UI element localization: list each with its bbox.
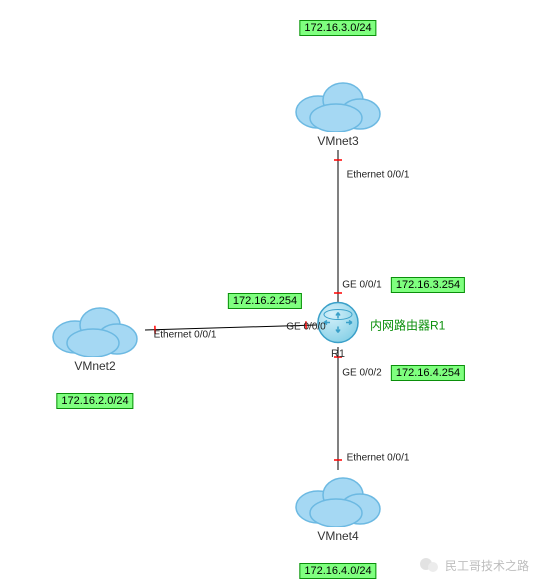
port-label: Ethernet 0/0/1 (347, 453, 410, 464)
node-label: VMnet2 (45, 359, 145, 373)
ip-badge: 172.16.3.0/24 (299, 20, 376, 36)
ip-badge: 172.16.2.0/24 (56, 393, 133, 409)
port-label: GE 0/0/1 (342, 280, 381, 291)
port-label: GE 0/0/2 (342, 368, 381, 379)
watermark-text: 民工哥技术之路 (445, 557, 529, 574)
port-label: Ethernet 0/0/1 (347, 170, 410, 181)
cloud-vmnet2[interactable]: VMnet2 (45, 297, 145, 373)
node-label: VMnet4 (288, 529, 388, 543)
cloud-icon (288, 72, 388, 132)
ip-badge: 172.16.4.254 (391, 365, 465, 381)
router-side-label: 内网路由器R1 (370, 317, 445, 334)
router-name-label: R1 (331, 348, 345, 360)
cloud-vmnet3[interactable]: VMnet3 (288, 72, 388, 148)
ip-badge: 172.16.3.254 (391, 277, 465, 293)
wechat-icon (419, 555, 439, 575)
cloud-icon (288, 467, 388, 527)
port-label: Ethernet 0/0/1 (154, 330, 217, 341)
watermark: 民工哥技术之路 (419, 555, 529, 575)
router-icon (316, 332, 360, 349)
cloud-icon (45, 297, 145, 357)
diagram-canvas: VMnet3 VMnet2 VMnet4 (0, 0, 539, 583)
ip-badge: 172.16.4.0/24 (299, 563, 376, 579)
cloud-vmnet4[interactable]: VMnet4 (288, 467, 388, 543)
ip-badge: 172.16.2.254 (228, 293, 302, 309)
port-label: GE 0/0/0 (286, 322, 325, 333)
node-label: VMnet3 (288, 134, 388, 148)
